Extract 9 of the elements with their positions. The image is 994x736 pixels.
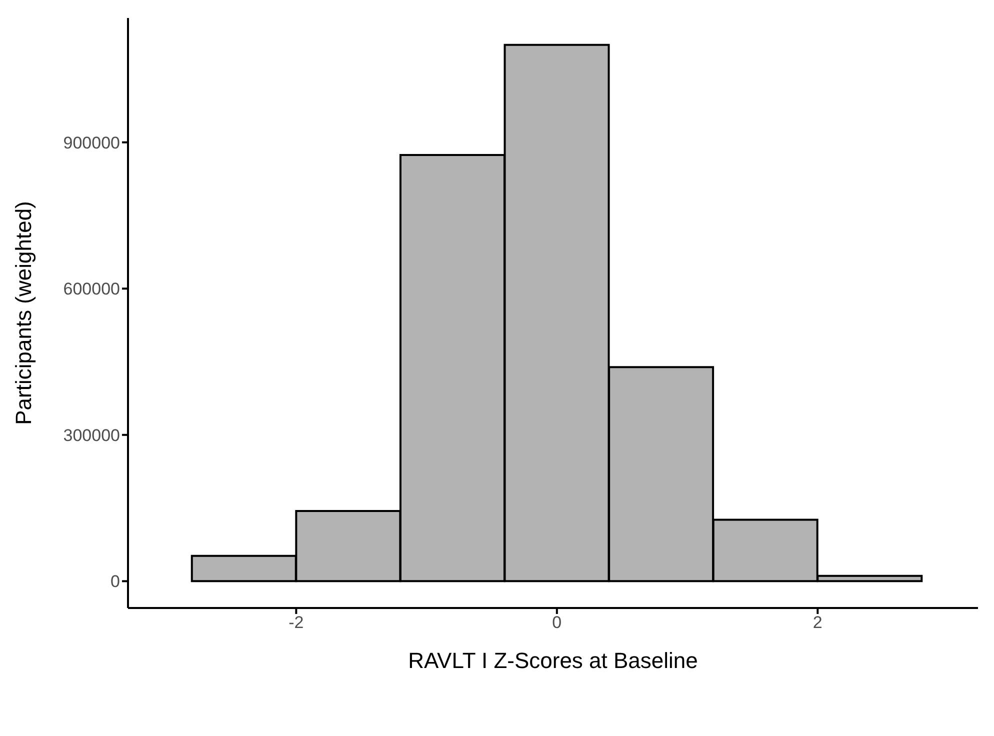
y-axis-title: Participants (weighted) [10, 201, 36, 425]
y-tick-label: 300000 [63, 426, 120, 445]
x-tick-label: -2 [288, 613, 304, 632]
y-tick-label: 0 [110, 572, 120, 592]
x-tick-label: 0 [552, 613, 562, 632]
x-axis-title: RAVLT I Z-Scores at Baseline [408, 648, 698, 673]
x-tick-label: 2 [812, 613, 822, 632]
y-tick-label: 600000 [63, 280, 120, 299]
y-tick-label: 900000 [63, 133, 120, 152]
